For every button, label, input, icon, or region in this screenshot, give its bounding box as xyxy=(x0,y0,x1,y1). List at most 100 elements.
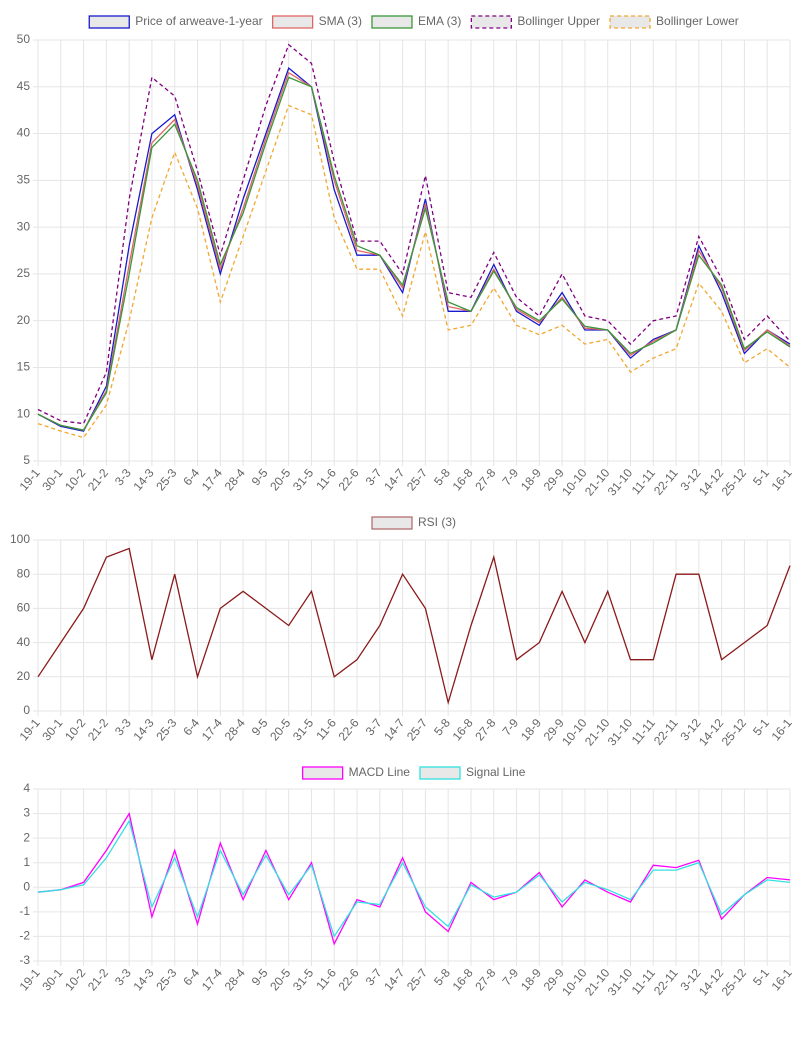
y-tick-label: 25 xyxy=(17,266,31,280)
y-tick-label: 80 xyxy=(17,566,31,580)
y-tick-label: -2 xyxy=(19,929,30,943)
x-tick-label: 14-7 xyxy=(381,966,407,994)
x-tick-label: 31-5 xyxy=(290,716,316,744)
x-tick-label: 14-7 xyxy=(381,466,407,494)
y-tick-label: 40 xyxy=(17,635,31,649)
x-tick-label: 10-10 xyxy=(559,966,590,999)
x-tick-label: 21-10 xyxy=(582,966,613,999)
x-tick-label: 16-8 xyxy=(450,466,476,494)
legend-label: Bollinger Lower xyxy=(656,14,739,28)
x-tick-label: 25-3 xyxy=(153,966,179,994)
legend-label: MACD Line xyxy=(349,765,411,779)
x-tick-label: 25-3 xyxy=(153,716,179,744)
x-tick-label: 31-10 xyxy=(605,466,636,499)
x-tick-label: 25-7 xyxy=(404,716,430,744)
x-tick-label: 21-2 xyxy=(85,466,111,494)
legend: Price of arweave-1-year SMA (3) EMA (3) Bol… xyxy=(88,14,739,29)
x-tick-label: 14-3 xyxy=(130,466,156,494)
x-tick-label: 16-1 xyxy=(769,966,795,994)
x-tick-label: 14-12 xyxy=(696,716,727,749)
x-tick-label: 11-6 xyxy=(313,716,339,743)
x-tick-label: 14-12 xyxy=(696,466,727,499)
legend-swatch xyxy=(371,516,413,530)
x-tick-label: 21-10 xyxy=(582,716,613,749)
series-line xyxy=(37,43,791,425)
y-tick-label: 35 xyxy=(17,173,31,187)
x-tick-label: 31-5 xyxy=(290,966,316,994)
x-tick-label: 28-4 xyxy=(222,966,248,994)
y-tick-label: 30 xyxy=(17,219,31,233)
x-tick-label: 31-5 xyxy=(290,466,316,494)
y-tick-label: -1 xyxy=(19,904,30,918)
y-tick-label: 0 xyxy=(23,879,30,893)
legend-swatch xyxy=(470,15,512,29)
series-line xyxy=(37,67,791,432)
x-tick-label: 16-8 xyxy=(450,966,476,994)
legend-label: SMA (3) xyxy=(319,14,362,28)
y-tick-label: 2 xyxy=(23,830,30,844)
y-tick-label: 20 xyxy=(17,669,31,683)
y-tick-label: 1 xyxy=(23,855,30,869)
series-line xyxy=(37,71,791,431)
series-line xyxy=(37,811,791,946)
x-tick-label: 10-10 xyxy=(559,466,590,499)
x-tick-label: 21-2 xyxy=(85,716,111,744)
x-tick-label: 19-1 xyxy=(17,466,43,494)
x-tick-label: 22-11 xyxy=(651,966,681,998)
series-line xyxy=(37,547,791,706)
y-tick-label: 45 xyxy=(17,79,31,93)
y-tick-label: 5 xyxy=(23,453,30,467)
x-tick-label: 11-6 xyxy=(313,466,339,493)
y-tick-label: 0 xyxy=(23,703,30,717)
x-tick-label: 25-7 xyxy=(404,966,430,994)
x-tick-label: 30-1 xyxy=(39,466,65,494)
x-tick-label: 25-12 xyxy=(719,466,750,499)
x-tick-label: 21-2 xyxy=(85,966,111,994)
x-tick-label: 10-2 xyxy=(62,966,88,994)
y-tick-label: 40 xyxy=(17,126,31,140)
x-tick-label: 28-4 xyxy=(222,716,248,744)
x-tick-label: 28-4 xyxy=(222,466,248,494)
y-tick-label: 60 xyxy=(17,601,31,615)
x-tick-label: 14-3 xyxy=(130,966,156,994)
x-tick-label: 16-1 xyxy=(769,466,795,494)
series-line xyxy=(37,76,791,431)
x-tick-label: 16-1 xyxy=(769,716,795,744)
x-tick-label: 11-6 xyxy=(313,966,339,993)
y-tick-label: 3 xyxy=(23,806,30,820)
y-tick-label: 20 xyxy=(17,313,31,327)
legend-swatch xyxy=(301,766,344,780)
x-tick-label: 31-10 xyxy=(605,966,636,999)
legend-swatch xyxy=(371,15,413,29)
x-tick-label: 25-12 xyxy=(719,966,750,999)
x-tick-label: 22-11 xyxy=(651,466,681,498)
legend-swatch xyxy=(609,15,651,29)
x-tick-label: 27-8 xyxy=(472,716,498,744)
series-line xyxy=(37,819,791,938)
x-tick-label: 27-8 xyxy=(472,466,498,494)
x-tick-label: 17-4 xyxy=(199,466,225,494)
legend-label: Price of arweave-1-year xyxy=(135,14,262,28)
y-tick-label: 100 xyxy=(10,532,30,546)
legend-label: EMA (3) xyxy=(418,14,461,28)
legend-label: RSI (3) xyxy=(418,515,456,529)
x-tick-label: 22-6 xyxy=(336,716,362,744)
y-tick-label: 15 xyxy=(17,360,31,374)
x-tick-label: 17-4 xyxy=(199,716,225,744)
x-tick-label: 20-5 xyxy=(267,466,293,494)
x-tick-label: 25-7 xyxy=(404,466,430,494)
legend-label: Bollinger Upper xyxy=(517,14,600,28)
x-tick-label: 19-1 xyxy=(17,716,43,744)
x-tick-label: 10-2 xyxy=(62,466,88,494)
y-tick-label: 50 xyxy=(17,32,31,46)
x-tick-label: 30-1 xyxy=(39,966,65,994)
x-tick-label: 22-6 xyxy=(336,466,362,494)
legend: RSI (3) xyxy=(371,515,456,530)
x-tick-label: 20-5 xyxy=(267,966,293,994)
x-tick-label: 17-4 xyxy=(199,966,225,994)
x-tick-label: 22-11 xyxy=(651,716,681,748)
x-tick-label: 10-10 xyxy=(559,716,590,749)
